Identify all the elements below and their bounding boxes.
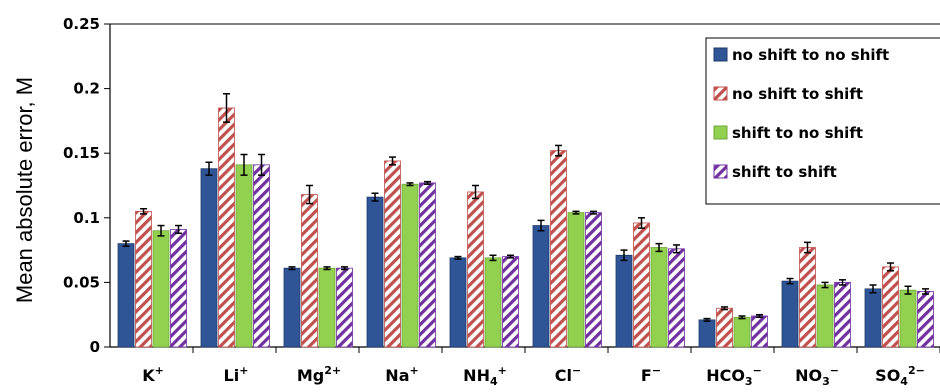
bar-1-2 [135,210,152,348]
bar-1-4 [170,229,187,348]
bar-4-3 [401,183,419,348]
bar-7-2 [633,222,650,348]
bar-5-3 [484,257,502,348]
y-axis-label: Mean absolute error, M [12,77,37,303]
legend-label-1: no shift to no shift [732,46,889,64]
bar-7-1 [615,254,633,348]
bar-10-3 [899,289,917,348]
bar-10-4 [917,291,934,348]
y-tick-label: 0.25 [63,15,100,33]
legend-label-3: shift to no shift [732,124,863,142]
bar-4-4 [419,182,436,348]
bar-1-1 [117,243,135,348]
legend-swatch-4 [713,164,728,179]
bar-4-1 [366,196,384,348]
bar-9-3 [816,284,834,348]
bar-2-4 [253,164,270,348]
legend-box [705,37,940,205]
x-tick-label: HCO3− [706,364,762,388]
bar-1-3 [152,230,170,348]
plot-area: 0 0.05 0.1 0.15 0.2 0.25 K+ Li+ Mg2+ Na+ NH4+ Cl− F−… [63,15,940,388]
legend-swatch-2 [713,86,728,101]
x-tick-label: SO42− [875,364,925,388]
bar-6-2 [550,150,567,348]
y-tick-label: 0 [90,338,100,356]
x-tick-label: Li+ [224,364,249,385]
bar-3-2 [301,194,318,348]
bar-5-4 [502,256,519,348]
bar-5-2 [467,191,484,348]
bar-6-4 [585,212,602,348]
legend-swatch-3 [713,125,728,140]
bar-6-3 [567,212,585,348]
x-tick-label: Mg2+ [297,364,341,385]
x-tick-label: Cl− [555,364,581,385]
bar-2-3 [235,164,253,348]
bar-10-1 [864,288,882,348]
y-tick-label: 0.15 [63,144,100,162]
x-tick-label: NH4+ [463,364,507,388]
bar-6-1 [532,225,550,348]
bar-8-3 [733,316,751,348]
x-tick-label: NO3− [795,364,839,388]
x-tick-label: F− [641,364,661,385]
bar-9-2 [799,247,816,348]
bar-8-2 [716,307,733,348]
legend: no shift to no shift no shift to shift shi… [705,37,940,205]
y-tick-label: 0.2 [73,80,100,98]
bar-7-3 [650,247,668,348]
bar-9-4 [834,281,851,348]
bar-7-4 [668,248,685,348]
legend-swatch-1 [713,47,728,62]
bar-8-4 [751,315,768,348]
bar-2-2 [218,107,235,348]
x-tick-label: Na+ [385,364,418,385]
bar-4-2 [384,160,401,348]
bar-2-1 [200,168,218,348]
legend-label-2: no shift to shift [732,85,863,103]
bar-10-2 [882,266,899,348]
x-tick-label: K+ [142,364,164,385]
bar-3-3 [318,267,336,348]
y-tick-label: 0.1 [73,209,100,227]
legend-label-4: shift to shift [732,163,837,181]
y-tick-label: 0.05 [63,273,100,291]
bar-3-4 [336,267,353,348]
bar-3-1 [283,267,301,348]
bar-9-1 [781,280,799,348]
bar-5-1 [449,257,467,348]
bar-8-1 [698,319,716,348]
